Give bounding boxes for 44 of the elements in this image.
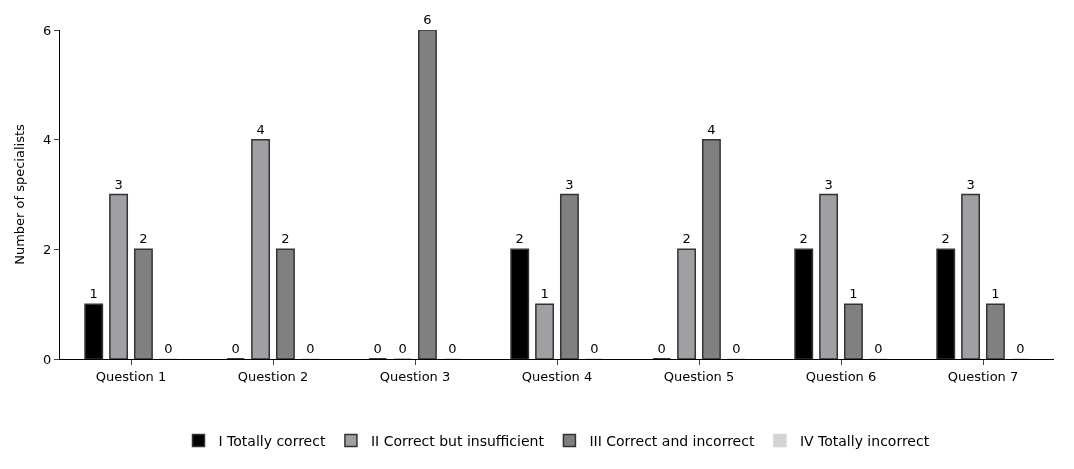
data-label: 0 (231, 341, 240, 356)
data-label: 3 (565, 176, 574, 192)
data-label: 0 (590, 341, 599, 356)
x-tick-label: Question 3 (379, 368, 451, 384)
data-label: 2 (139, 231, 148, 247)
data-label: 2 (515, 231, 524, 247)
y-tick-label: 0 (43, 351, 52, 367)
data-label: 0 (448, 341, 457, 356)
x-tick-label: Question 1 (95, 368, 167, 384)
data-label: 1 (89, 286, 98, 302)
data-label: 0 (306, 341, 315, 356)
data-label: 0 (657, 341, 666, 356)
data-label: 3 (824, 176, 833, 192)
y-tick-label: 2 (43, 241, 52, 257)
data-label: 0 (373, 341, 382, 356)
data-label: 0 (164, 341, 173, 356)
data-label: 6 (423, 12, 432, 27)
data-label: 1 (849, 286, 858, 302)
y-tick-label: 6 (43, 22, 52, 38)
data-label: 4 (256, 121, 265, 137)
x-tick-label: Question 4 (521, 368, 593, 384)
x-tick-label: Question 2 (237, 368, 309, 384)
data-label: 2 (682, 231, 691, 247)
data-label: 0 (398, 341, 407, 356)
legend-label: I Totally correct (218, 432, 326, 449)
y-tick-label: 4 (43, 132, 52, 148)
legend-label: III Correct and incorrect (589, 432, 755, 449)
data-label: 3 (966, 176, 975, 192)
data-label: 0 (732, 341, 741, 356)
x-tick-label: Question 6 (805, 368, 877, 384)
data-label: 1 (540, 286, 549, 302)
legend-label: II Correct but insufficient (370, 432, 545, 449)
y-axis-title: Number of specialists (12, 123, 28, 265)
data-label: 4 (707, 121, 716, 137)
data-label: 2 (941, 231, 950, 247)
data-label: 3 (114, 176, 123, 192)
legend-label: IV Totally incorrect (799, 432, 930, 449)
data-label: 1 (991, 286, 1000, 302)
x-tick-label: Question 7 (947, 368, 1019, 384)
data-label: 2 (281, 231, 290, 247)
data-label: 0 (874, 341, 883, 356)
x-tick-label: Question 5 (663, 368, 735, 384)
data-label: 2 (799, 231, 808, 247)
data-label: 0 (1016, 341, 1025, 356)
